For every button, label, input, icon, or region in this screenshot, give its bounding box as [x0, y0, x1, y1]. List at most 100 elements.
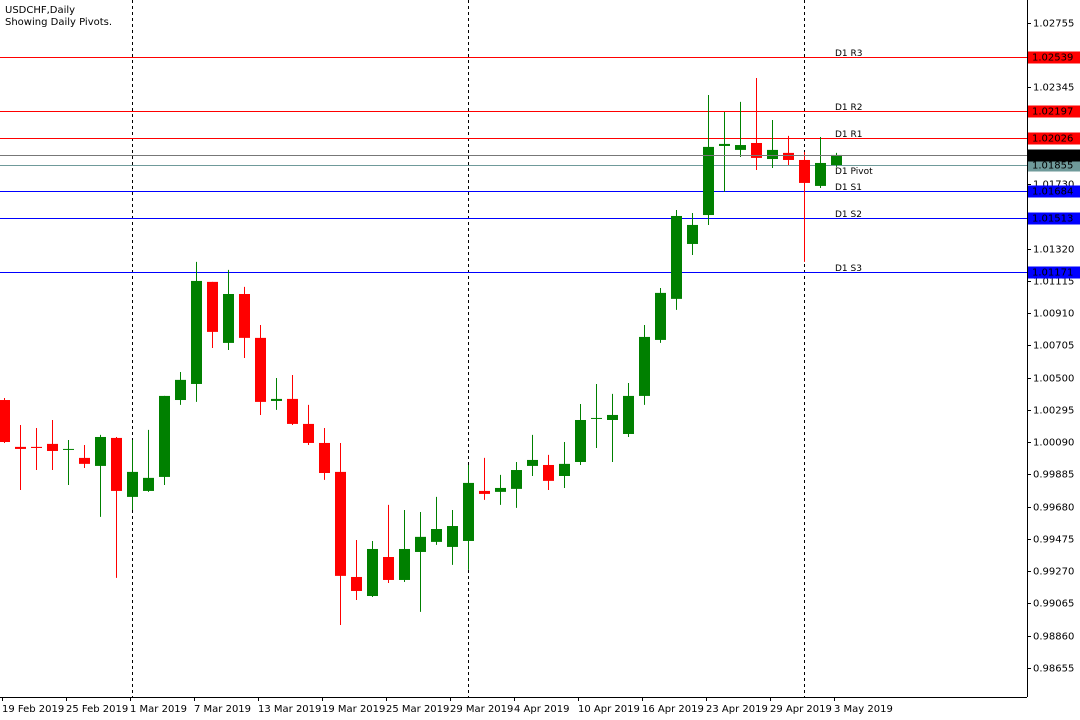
candle-body	[815, 162, 826, 186]
candle-body	[31, 446, 42, 448]
pivot-name: D1 S1	[835, 183, 862, 193]
candle-body	[79, 457, 90, 464]
y-tick-label: 1.00500	[1033, 374, 1074, 385]
candle-body	[607, 414, 618, 420]
pivot-price-box	[1028, 212, 1080, 225]
y-tick-label: 0.99680	[1033, 503, 1074, 514]
candle-body	[671, 215, 682, 299]
candle-body	[431, 529, 442, 542]
y-tick-label: 1.01320	[1033, 245, 1074, 256]
candle-body	[223, 293, 234, 343]
candle-body	[319, 442, 330, 474]
pivot-price-label: 1.01684	[1032, 187, 1073, 198]
x-tick-label: 10 Apr 2019	[578, 704, 640, 715]
pivot-price-box	[1028, 159, 1080, 172]
pivot-price-label: 1.02197	[1032, 107, 1073, 118]
candle-body	[479, 490, 490, 494]
candle-body	[143, 477, 154, 491]
candle-body	[559, 463, 570, 476]
candle-body	[495, 487, 506, 492]
candle-body	[383, 557, 394, 580]
y-tick-label: 1.00910	[1033, 309, 1074, 320]
candle-body	[591, 417, 602, 419]
x-tick-label: 1 Mar 2019	[130, 704, 187, 715]
candle-body	[335, 471, 346, 576]
pivot-price-box	[1028, 132, 1080, 145]
x-tick-label: 13 Mar 2019	[258, 704, 321, 715]
x-tick-label: 4 Apr 2019	[514, 704, 569, 715]
candle-body	[463, 482, 474, 541]
candle-body	[527, 459, 538, 466]
candle-body	[623, 395, 634, 434]
candle-body	[367, 548, 378, 597]
candle-body	[799, 159, 810, 183]
candle-body	[399, 548, 410, 580]
candle-body	[767, 149, 778, 160]
candle-body	[639, 336, 650, 396]
y-tick-label: 1.01730	[1033, 180, 1074, 191]
candle-body	[159, 395, 170, 477]
x-tick-label: 19 Mar 2019	[322, 704, 385, 715]
pivot-name: D1 S3	[835, 264, 862, 274]
x-tick-label: 29 Mar 2019	[450, 704, 513, 715]
last-price-box	[1028, 149, 1080, 162]
pivot-name: D1 R3	[835, 49, 863, 59]
candle-body	[47, 443, 58, 451]
candle-body	[735, 145, 746, 150]
candle-body	[175, 379, 186, 401]
candle-body	[783, 152, 794, 160]
candle-body	[239, 293, 250, 338]
y-tick-label: 1.02755	[1033, 19, 1074, 30]
candle-body	[207, 281, 218, 332]
candle-body	[271, 398, 282, 401]
pivot-price-label: 1.01513	[1032, 214, 1073, 225]
candle-body	[687, 224, 698, 244]
x-tick-label: 7 Mar 2019	[194, 704, 251, 715]
x-tick-label: 29 Apr 2019	[770, 704, 832, 715]
x-tick-label: 16 Apr 2019	[642, 704, 704, 715]
x-tick-label: 25 Feb 2019	[66, 704, 128, 715]
x-tick-label: 19 Feb 2019	[2, 704, 64, 715]
y-tick-label: 0.99270	[1033, 567, 1074, 578]
pivot-name: D1 R2	[835, 103, 863, 113]
candle-body	[703, 146, 714, 216]
pivot-price-label: 1.01171	[1032, 268, 1073, 279]
candle-body	[111, 437, 122, 491]
candle-body	[63, 448, 74, 450]
pivot-price-label: 1.02539	[1032, 53, 1073, 64]
pivot-price-box	[1028, 185, 1080, 198]
chart-subtitle: Showing Daily Pivots.	[5, 17, 112, 28]
candle-body	[0, 400, 10, 443]
candle-body	[655, 292, 666, 340]
pivot-name: D1 S2	[835, 210, 862, 220]
y-tick-label: 0.99065	[1033, 599, 1074, 610]
pivot-price-box	[1028, 105, 1080, 118]
y-tick-label: 1.02345	[1033, 83, 1074, 94]
y-tick-label: 0.98860	[1033, 632, 1074, 643]
pivot-price-label: 1.01855	[1032, 161, 1073, 172]
candle-body	[447, 526, 458, 547]
x-tick-label: 3 May 2019	[834, 704, 893, 715]
candle-body	[15, 446, 26, 449]
y-tick-label: 1.00705	[1033, 341, 1074, 352]
y-tick-label: 1.01115	[1033, 277, 1074, 288]
candle-body	[287, 398, 298, 424]
x-tick-label: 23 Apr 2019	[706, 704, 768, 715]
candle-body	[719, 143, 730, 146]
pivot-name: D1 R1	[835, 130, 863, 140]
x-tick-label: 25 Mar 2019	[386, 704, 449, 715]
candle-body	[831, 154, 842, 166]
candle-body	[751, 142, 762, 158]
y-tick-label: 1.00090	[1033, 438, 1074, 449]
pivot-price-box	[1028, 266, 1080, 279]
candle-body	[575, 419, 586, 462]
y-tick-label: 0.99475	[1033, 535, 1074, 546]
last-price-label: 1.01916	[1032, 151, 1073, 162]
candle-body	[351, 576, 362, 591]
candle-body	[543, 464, 554, 481]
candle-body	[303, 423, 314, 443]
pivot-price-box	[1028, 51, 1080, 64]
y-tick-label: 1.00295	[1033, 406, 1074, 417]
